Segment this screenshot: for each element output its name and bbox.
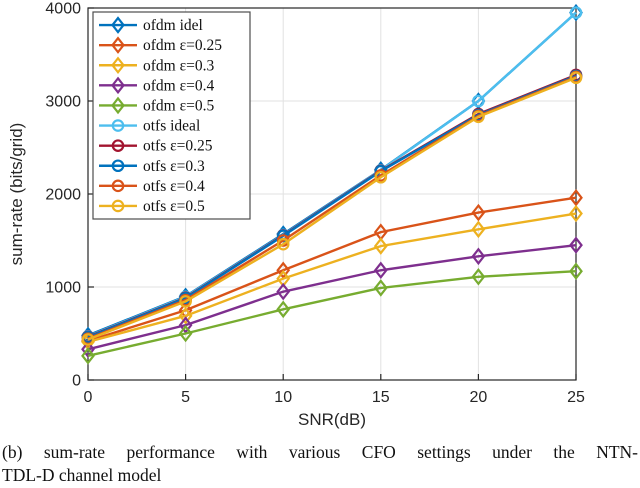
y-tick-label: 3000: [45, 94, 81, 111]
series-3: [81, 204, 583, 351]
legend-label: ofdm ε=0.5: [143, 97, 214, 114]
y-tick-label: 1000: [45, 280, 81, 297]
legend-label: ofdm ε=0.3: [143, 57, 214, 74]
series-line: [87, 269, 577, 357]
y-tick-label: 0: [72, 373, 81, 390]
series-line: [87, 76, 577, 341]
figure-caption-line1: (b) sum-rate performance with various CF…: [2, 442, 638, 462]
series-4: [81, 236, 583, 359]
y-tick-label: 2000: [45, 187, 81, 204]
legend-label: ofdm idel: [143, 17, 203, 34]
series-line: [87, 243, 577, 351]
x-tick-label: 10: [274, 389, 292, 406]
legend-label: otfs ε=0.4: [143, 178, 205, 195]
series-line: [87, 196, 577, 343]
series-10: [81, 71, 583, 346]
figure-caption-line2: TDL-D channel model: [2, 465, 162, 485]
legend-entry-10: otfs ε=0.5: [99, 198, 205, 215]
legend-entry-1: ofdm idel: [99, 16, 203, 34]
x-tick-label: 15: [372, 389, 390, 406]
legend-label: ofdm ε=0.4: [143, 77, 214, 94]
series-5: [81, 262, 583, 365]
legend-entry-9: otfs ε=0.4: [99, 178, 205, 195]
legend-label: otfs ε=0.5: [143, 198, 205, 215]
legend-label: otfs ε=0.3: [143, 158, 205, 175]
sum-rate-line-chart: 0 5 10 15 20 25 0 1000 2000 3000 4000 SNR(dB) sum-ra…: [7, 1, 585, 430]
x-tick-label: 20: [470, 389, 488, 406]
legend-label: otfs ideal: [143, 118, 200, 135]
legend-entry-3: ofdm ε=0.3: [99, 56, 214, 74]
figure-caption: (b) sum-rate performance with various CF…: [2, 441, 638, 487]
axes: 0 5 10 15 20 25 0 1000 2000 3000 4000: [45, 1, 585, 407]
y-tick-label: 4000: [45, 1, 81, 18]
x-tick-label: 0: [84, 389, 93, 406]
x-tick-label: 25: [567, 389, 585, 406]
legend-entry-8: otfs ε=0.3: [99, 158, 205, 175]
legend-entry-7: otfs ε=0.25: [99, 138, 213, 155]
legend-label: ofdm ε=0.25: [143, 37, 222, 54]
legend: ofdm idel ofdm ε=0.25 ofdm ε=0.3 ofdm ε=0.4…: [92, 11, 251, 220]
legend-entry-4: ofdm ε=0.4: [99, 76, 214, 94]
legend-entry-5: ofdm ε=0.5: [99, 96, 214, 114]
y-axis-label: sum-rate (bits/grid): [7, 123, 26, 266]
legend-label: otfs ε=0.25: [143, 138, 213, 155]
legend-entry-6: otfs ideal: [99, 118, 200, 135]
legend-entry-2: ofdm ε=0.25: [99, 36, 222, 54]
series-line: [87, 212, 577, 344]
x-tick-label: 5: [181, 389, 190, 406]
x-axis-label: SNR(dB): [298, 410, 366, 429]
